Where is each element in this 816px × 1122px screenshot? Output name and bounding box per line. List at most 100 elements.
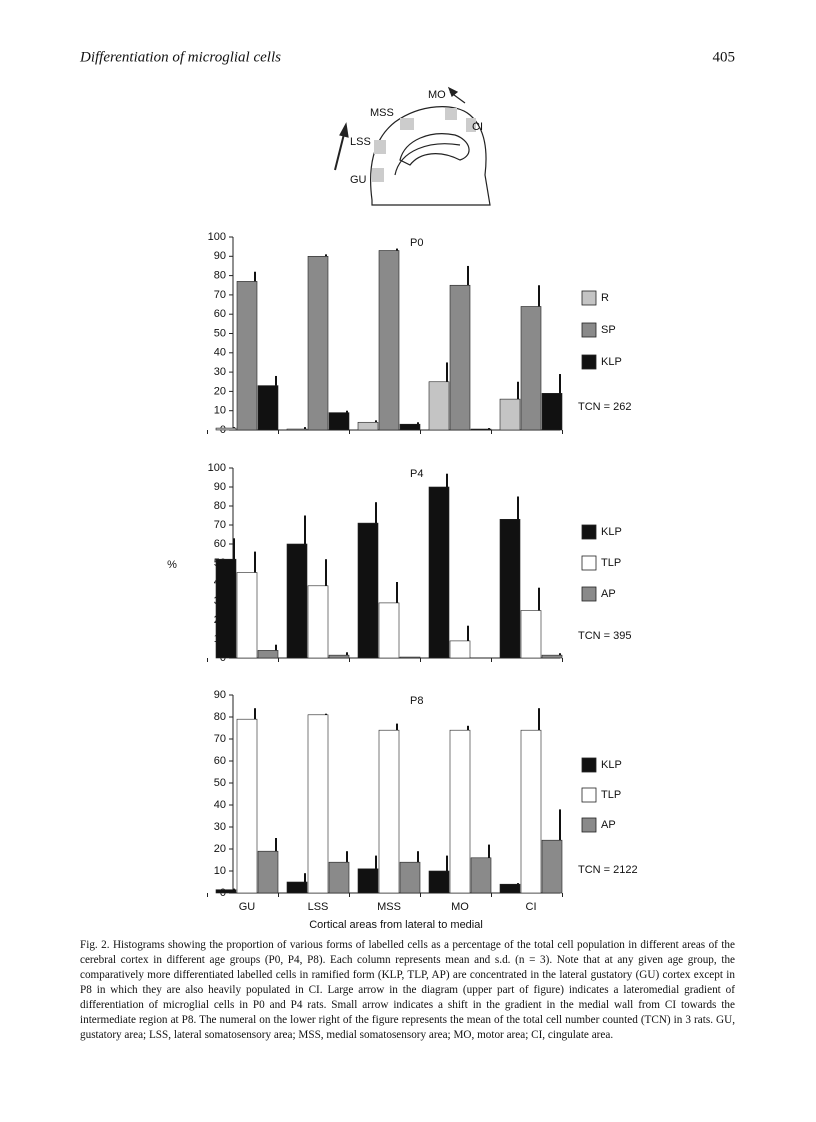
bar [541,839,563,894]
y-tick-label: 20 [214,843,226,855]
chart-title: P0 [410,237,423,249]
bar [307,585,329,659]
legend-label: KLP [601,526,622,538]
legend-swatch [581,322,597,338]
bar [236,281,258,431]
y-tick-label: 40 [214,347,226,359]
diagram-label: MSS [370,107,394,119]
bar [257,850,279,894]
bar [257,650,279,659]
y-tick-label: 100 [208,231,226,243]
bar [236,572,258,659]
annotation: TCN = 262 [578,401,632,413]
legend-swatch [581,555,597,571]
bar [470,857,492,894]
x-tick-label: LSS [308,901,329,913]
bar [520,610,542,659]
y-tick-label: 20 [214,385,226,397]
annotation: TCN = 395 [578,630,632,642]
bar [215,558,237,659]
y-tick-label: 40 [214,799,226,811]
annotation: TCN = 2122 [578,864,638,876]
y-tick-label: 90 [214,481,226,493]
y-tick-label: 30 [214,821,226,833]
bar [520,729,542,894]
x-axis-label: Cortical areas from lateral to medial [309,919,483,930]
bar [357,868,379,894]
y-tick-label: 70 [214,519,226,531]
diagram-label: MO [428,89,446,101]
chart-title: P8 [410,695,423,707]
y-tick-label: 30 [214,366,226,378]
bar [378,729,400,894]
y-tick-label: 60 [214,538,226,550]
legend-swatch [581,787,597,803]
bar [328,412,350,431]
y-tick-label: 10 [214,865,226,877]
y-tick-label: 80 [214,270,226,282]
y-tick-label: 90 [214,250,226,262]
legend-label: TLP [601,557,621,569]
bar [307,714,329,894]
legend-swatch [581,586,597,602]
legend-swatch [581,757,597,773]
chart-title: P4 [410,468,423,480]
y-tick-label: 50 [214,777,226,789]
x-tick-label: CI [526,901,537,913]
bar [541,654,563,659]
legend-label: AP [601,588,616,600]
bar [499,883,521,894]
bar [541,393,563,431]
y-axis-label: % [167,559,177,571]
figure-caption: Fig. 2. Histograms showing the proportio… [80,939,735,1041]
bar [215,427,237,431]
bar [428,486,450,659]
bar [470,428,492,431]
bar [428,381,450,431]
bar [399,656,421,659]
bar [449,640,471,659]
bar [236,718,258,894]
bar [328,861,350,894]
legend-label: AP [601,819,616,831]
y-tick-label: 70 [214,289,226,301]
y-tick-label: 60 [214,755,226,767]
bar [357,421,379,431]
bar [499,518,521,659]
bar [286,543,308,659]
bar [378,250,400,431]
bar [215,889,237,894]
bar [378,602,400,659]
brain-diagram [334,86,491,206]
legend-swatch [581,817,597,833]
bar [399,423,421,431]
x-tick-label: MO [451,901,469,913]
diagram-label: CI [472,121,483,133]
y-tick-label: 100 [208,462,226,474]
page-number: 405 [713,49,736,65]
legend-label: KLP [601,356,622,368]
x-tick-label: MSS [377,901,401,913]
y-tick-label: 80 [214,500,226,512]
bar [499,398,521,431]
bar [399,861,421,894]
y-tick-label: 60 [214,308,226,320]
legend-label: R [601,292,609,304]
bar [286,881,308,894]
running-title: Differentiation of microglial cells [79,49,281,65]
legend-swatch [581,290,597,306]
bar [428,870,450,894]
diagram-label: GU [350,174,367,186]
bar [449,284,471,431]
bar [449,729,471,894]
y-tick-label: 80 [214,711,226,723]
bar [520,306,542,431]
y-tick-label: 10 [214,405,226,417]
x-tick-label: GU [239,901,256,913]
y-tick-label: 70 [214,733,226,745]
legend-label: TLP [601,789,621,801]
legend-swatch [581,524,597,540]
y-tick-label: 50 [214,327,226,339]
bar [257,385,279,431]
